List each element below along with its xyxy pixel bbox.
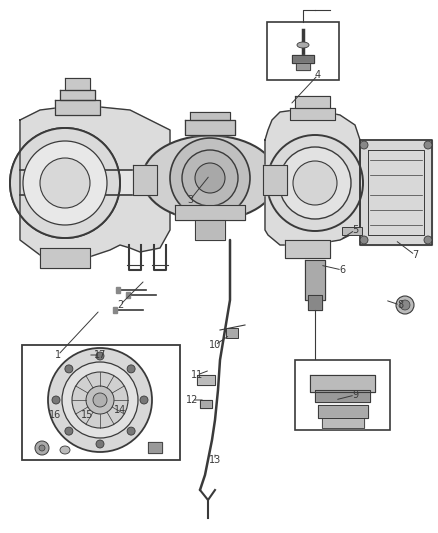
Circle shape (182, 150, 238, 206)
Polygon shape (133, 165, 157, 195)
Bar (342, 227, 362, 235)
Circle shape (127, 427, 135, 435)
Text: 5: 5 (352, 225, 358, 235)
Text: 1: 1 (55, 350, 61, 360)
Polygon shape (55, 100, 100, 115)
Circle shape (93, 393, 107, 407)
Polygon shape (190, 112, 230, 120)
Circle shape (40, 158, 90, 208)
Text: 8: 8 (397, 300, 403, 310)
Circle shape (65, 365, 73, 373)
Ellipse shape (60, 446, 70, 454)
Circle shape (86, 386, 114, 414)
Polygon shape (148, 442, 162, 453)
Bar (267, 22, 339, 80)
Circle shape (424, 236, 432, 244)
Circle shape (39, 445, 45, 451)
Circle shape (195, 163, 225, 193)
Circle shape (396, 296, 414, 314)
Polygon shape (292, 55, 314, 63)
Circle shape (360, 141, 368, 149)
Circle shape (23, 141, 107, 225)
Text: 14: 14 (114, 405, 126, 415)
Polygon shape (113, 307, 117, 313)
Polygon shape (65, 78, 90, 90)
Polygon shape (60, 90, 95, 100)
Circle shape (72, 372, 128, 428)
Circle shape (279, 147, 351, 219)
Polygon shape (195, 220, 225, 240)
Text: 3: 3 (187, 195, 193, 205)
Text: 4: 4 (315, 70, 321, 80)
Text: 15: 15 (81, 410, 93, 420)
Text: 12: 12 (186, 395, 198, 405)
Circle shape (140, 396, 148, 404)
Polygon shape (126, 292, 130, 298)
Text: 6: 6 (339, 265, 345, 275)
Ellipse shape (297, 42, 309, 48)
Text: 16: 16 (49, 410, 61, 420)
Circle shape (127, 365, 135, 373)
Polygon shape (295, 96, 330, 108)
Circle shape (52, 396, 60, 404)
Polygon shape (360, 140, 432, 245)
Text: 9: 9 (352, 390, 358, 400)
Circle shape (96, 440, 104, 448)
Polygon shape (308, 295, 322, 310)
Polygon shape (185, 120, 235, 135)
Polygon shape (305, 260, 325, 300)
Ellipse shape (142, 135, 278, 221)
Bar (226, 328, 238, 338)
Circle shape (48, 348, 152, 452)
Text: 2: 2 (117, 300, 123, 310)
Text: 10: 10 (209, 340, 221, 350)
Bar (22, 345, 180, 460)
Polygon shape (255, 170, 340, 195)
Circle shape (96, 352, 104, 360)
Polygon shape (116, 287, 120, 293)
Circle shape (400, 300, 410, 310)
Polygon shape (197, 375, 215, 385)
Polygon shape (263, 165, 287, 195)
Circle shape (267, 135, 363, 231)
Polygon shape (285, 240, 330, 258)
Text: 13: 13 (209, 455, 221, 465)
Circle shape (62, 362, 138, 438)
Polygon shape (20, 170, 175, 195)
Polygon shape (175, 205, 245, 220)
Circle shape (360, 236, 368, 244)
Polygon shape (318, 405, 368, 418)
Polygon shape (310, 375, 375, 392)
Polygon shape (296, 63, 310, 70)
Text: 7: 7 (412, 250, 418, 260)
Polygon shape (265, 108, 360, 245)
Polygon shape (322, 418, 364, 428)
Polygon shape (315, 390, 370, 402)
Polygon shape (200, 400, 212, 408)
Polygon shape (20, 105, 170, 260)
Circle shape (170, 138, 250, 218)
Bar (295, 360, 390, 430)
Circle shape (293, 161, 337, 205)
Circle shape (65, 427, 73, 435)
Circle shape (35, 441, 49, 455)
Polygon shape (40, 248, 90, 268)
Polygon shape (290, 108, 335, 120)
Text: 17: 17 (94, 350, 106, 360)
Text: 11: 11 (191, 370, 203, 380)
Circle shape (424, 141, 432, 149)
Circle shape (10, 128, 120, 238)
